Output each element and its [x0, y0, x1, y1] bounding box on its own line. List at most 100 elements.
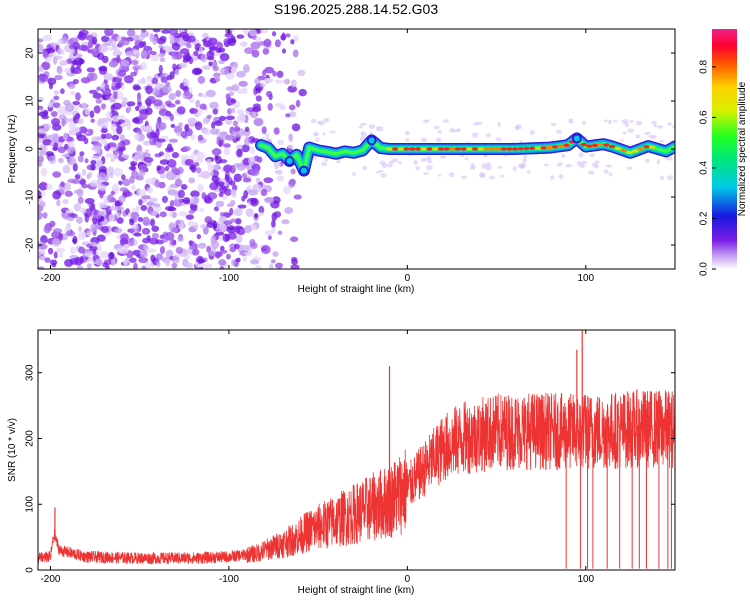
noise-cell	[128, 257, 137, 263]
noise-cell	[274, 79, 285, 84]
noise-cell	[204, 194, 211, 204]
noise-cell	[550, 122, 557, 127]
noise-cell	[422, 120, 429, 123]
noise-cell	[188, 177, 196, 184]
noise-cell	[44, 257, 51, 263]
noise-cell	[139, 249, 148, 258]
signal-peak	[631, 149, 639, 153]
noise-cell	[101, 55, 109, 64]
noise-cell	[275, 161, 281, 168]
noise-cell	[174, 178, 183, 187]
noise-cell	[472, 132, 479, 138]
noise-cell	[198, 207, 205, 213]
noise-cell	[180, 184, 188, 190]
noise-cell	[435, 137, 442, 143]
noise-cell	[187, 35, 196, 43]
noise-cell	[209, 170, 214, 177]
noise-cell	[244, 251, 253, 257]
signal-peak	[534, 146, 542, 150]
noise-cell	[58, 157, 64, 164]
noise-cell	[75, 131, 82, 138]
noise-cell	[168, 92, 177, 101]
noise-cell	[229, 29, 236, 32]
noise-cell	[225, 134, 235, 141]
noise-cell	[196, 234, 202, 240]
noise-cell	[187, 220, 195, 227]
noise-cell	[133, 85, 142, 91]
noise-cell	[122, 258, 128, 267]
noise-cell	[165, 171, 176, 181]
noise-cell	[433, 125, 440, 130]
noise-cell	[193, 224, 199, 230]
noise-cell	[143, 244, 149, 251]
signal-peak	[557, 144, 565, 148]
signal-peak	[449, 147, 456, 151]
noise-cell	[244, 136, 251, 146]
noise-cell	[101, 103, 106, 110]
noise-cell	[219, 67, 230, 76]
noise-cell	[179, 31, 189, 38]
noise-cell	[56, 199, 61, 207]
noise-cell	[290, 39, 295, 45]
noise-cell	[131, 59, 139, 66]
noise-cell	[174, 99, 181, 105]
noise-cell	[108, 213, 116, 223]
noise-cell	[115, 205, 124, 212]
noise-cell	[255, 36, 261, 43]
noise-cell	[62, 132, 69, 140]
noise-cell	[116, 217, 124, 224]
noise-cell	[146, 95, 156, 104]
noise-cell	[123, 243, 129, 251]
noise-cell	[90, 241, 98, 247]
signal-blob	[298, 165, 309, 176]
noise-cell	[483, 154, 488, 158]
noise-cell	[288, 133, 293, 142]
noise-cell	[88, 39, 93, 49]
noise-cell	[262, 47, 270, 55]
noise-cell	[197, 134, 204, 141]
noise-cell	[101, 133, 107, 140]
noise-cell	[159, 57, 166, 63]
noise-cell	[218, 139, 223, 148]
noise-cell	[89, 227, 96, 233]
noise-cell	[250, 259, 260, 265]
signal-peak	[414, 147, 422, 151]
noise-cell	[118, 115, 126, 121]
noise-cell	[218, 185, 228, 194]
noise-cell	[123, 155, 130, 160]
noise-cell	[263, 38, 272, 48]
noise-cell	[361, 132, 368, 137]
spectrogram-ytick-label: 0	[25, 146, 36, 152]
noise-cell	[522, 161, 526, 167]
noise-cell	[526, 169, 531, 174]
noise-cell	[439, 155, 447, 159]
noise-cell	[293, 35, 299, 42]
noise-cell	[580, 160, 588, 165]
signal-blob	[284, 156, 295, 166]
noise-cell	[177, 40, 187, 46]
noise-cell	[114, 47, 120, 53]
noise-cell	[79, 151, 85, 157]
noise-cell	[73, 256, 83, 266]
noise-cell	[358, 125, 364, 129]
noise-cell	[198, 92, 203, 97]
spectrogram-ytick-label: 10	[25, 95, 36, 107]
noise-cell	[89, 203, 95, 212]
noise-cell	[249, 168, 260, 177]
noise-cell	[65, 230, 76, 237]
noise-cell	[76, 265, 84, 269]
noise-cell	[229, 165, 236, 174]
noise-cell	[359, 123, 367, 126]
noise-cell	[170, 123, 176, 128]
noise-cell	[201, 65, 211, 70]
signal-peak	[614, 146, 622, 151]
noise-cell	[189, 107, 198, 114]
noise-cell	[169, 238, 174, 246]
noise-cell	[56, 65, 61, 73]
noise-cell	[200, 53, 208, 63]
noise-cell	[118, 180, 123, 186]
noise-cell	[200, 224, 207, 229]
noise-cell	[218, 258, 227, 266]
noise-cell	[188, 240, 193, 246]
noise-cell	[206, 114, 212, 119]
